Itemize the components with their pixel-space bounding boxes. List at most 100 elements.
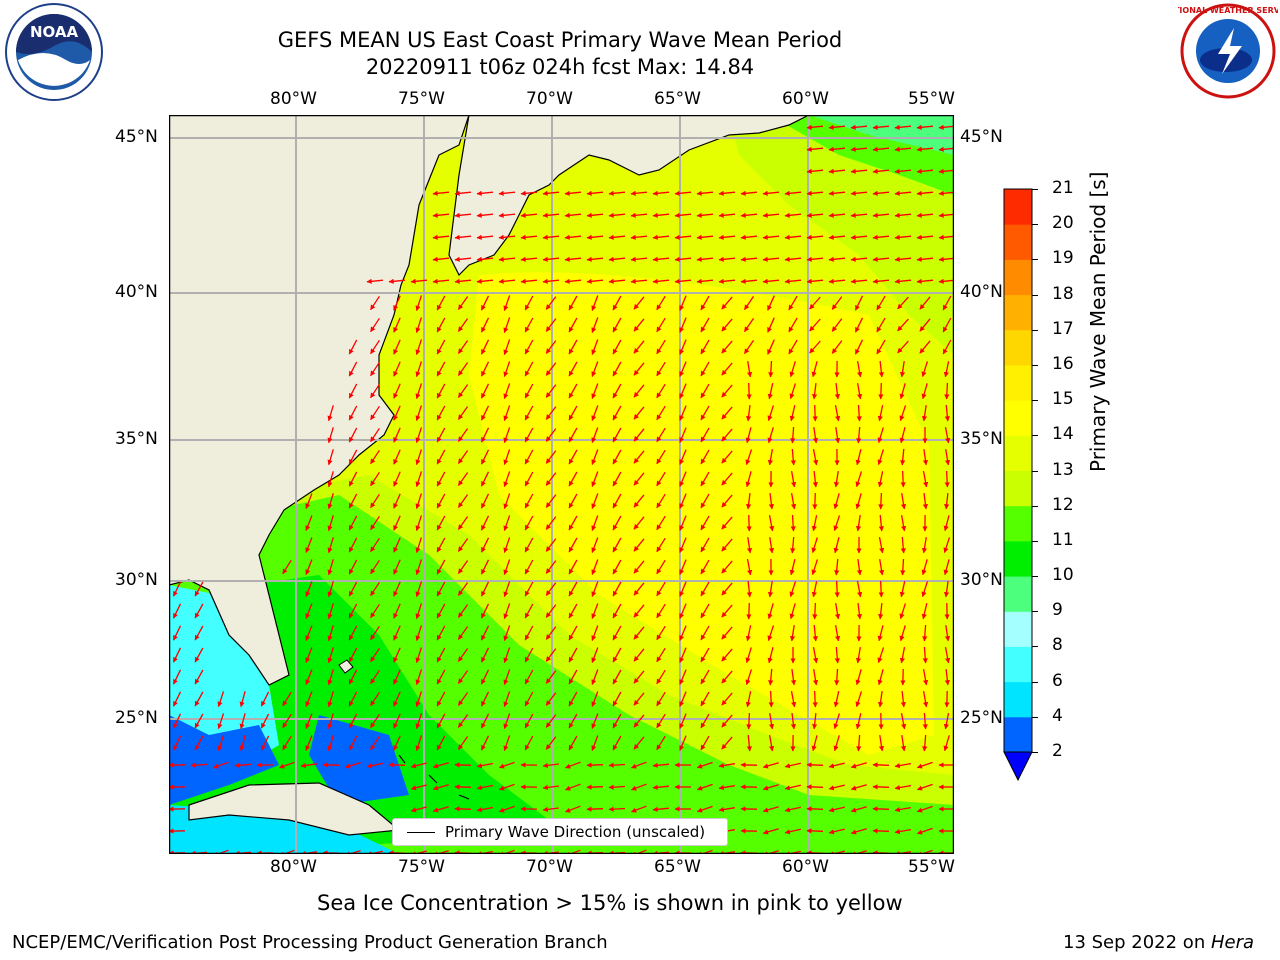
wave-direction-arrow — [608, 190, 626, 196]
wave-direction-arrow — [457, 428, 469, 442]
wave-direction-arrow — [542, 190, 560, 196]
wave-direction-arrow — [938, 212, 954, 218]
colorbar-band — [1004, 400, 1032, 436]
wave-direction-arrow — [586, 806, 604, 812]
wave-direction-arrow — [633, 560, 645, 574]
wave-direction-arrow — [476, 234, 494, 240]
wave-direction-arrow — [608, 234, 626, 240]
wave-direction-arrow — [370, 471, 380, 487]
wave-direction-arrow — [480, 515, 490, 531]
wave-direction-arrow — [696, 805, 713, 813]
wave-direction-arrow — [545, 428, 557, 442]
wave-direction-arrow — [700, 603, 710, 619]
wave-direction-arrow — [305, 515, 313, 531]
wave-direction-arrow — [922, 624, 928, 642]
wave-direction-arrow — [856, 580, 863, 598]
lat-label-right: 25°N — [960, 708, 1003, 728]
wave-direction-arrow — [545, 692, 557, 706]
wave-direction-arrow — [897, 296, 909, 310]
wave-direction-arrow — [938, 124, 954, 130]
wave-direction-arrow — [656, 537, 666, 553]
wave-direction-arrow — [542, 234, 560, 240]
wave-direction-arrow — [811, 515, 818, 532]
wave-direction-arrow — [876, 339, 886, 355]
wave-direction-arrow — [568, 691, 578, 707]
wave-direction-arrow — [393, 603, 401, 619]
wave-direction-arrow — [305, 581, 313, 597]
wave-direction-arrow — [370, 317, 380, 333]
map-legend: Primary Wave Direction (unscaled) — [392, 818, 728, 846]
wave-direction-arrow — [457, 648, 469, 662]
wave-direction-arrow — [457, 516, 469, 530]
wave-direction-arrow — [612, 581, 622, 597]
wave-direction-arrow — [700, 581, 710, 597]
wave-direction-arrow — [393, 669, 401, 685]
colorbar-band — [1004, 540, 1032, 577]
colorbar-band — [1004, 470, 1032, 507]
wave-direction-arrow — [633, 494, 645, 508]
wave-direction-arrow — [878, 603, 884, 620]
wave-direction-arrow — [721, 736, 733, 750]
wave-direction-arrow — [415, 735, 423, 752]
wave-direction-arrow — [942, 339, 952, 355]
wave-direction-arrow — [721, 362, 733, 376]
wave-direction-arrow — [679, 647, 687, 663]
wave-direction-arrow — [746, 360, 753, 378]
wave-direction-arrow — [762, 278, 780, 284]
colorbar-tick-label: 14 — [1052, 424, 1074, 445]
wave-direction-arrow — [612, 691, 622, 707]
wave-direction-arrow — [498, 256, 516, 262]
wave-direction-arrow — [900, 735, 907, 752]
wave-direction-arrow — [300, 762, 317, 769]
wave-direction-arrow — [872, 190, 890, 196]
wave-direction-arrow — [850, 212, 868, 218]
wave-direction-arrow — [586, 784, 604, 790]
wave-direction-arrow — [721, 692, 733, 706]
wave-direction-arrow — [524, 515, 534, 531]
wave-direction-arrow — [633, 714, 645, 728]
wave-direction-arrow — [721, 714, 733, 728]
colorbar-tick-label: 21 — [1052, 178, 1074, 198]
wave-direction-arrow — [415, 471, 423, 488]
wave-direction-arrow — [568, 537, 578, 553]
wave-direction-arrow — [630, 234, 648, 240]
wave-direction-arrow — [850, 168, 868, 174]
wave-direction-arrow — [721, 670, 733, 684]
wave-direction-arrow — [831, 318, 843, 332]
wave-direction-arrow — [894, 828, 912, 835]
wave-direction-arrow — [767, 448, 774, 466]
wave-direction-arrow — [633, 472, 645, 486]
wave-direction-arrow — [633, 736, 645, 750]
wave-direction-arrow — [746, 602, 752, 620]
wave-direction-arrow — [415, 713, 423, 730]
wave-direction-arrow — [855, 493, 862, 510]
wave-direction-arrow — [524, 559, 534, 575]
wave-direction-arrow — [833, 713, 841, 730]
wave-direction-arrow — [498, 234, 516, 240]
wave-direction-arrow — [784, 234, 802, 240]
wave-direction-arrow — [806, 124, 824, 130]
wave-direction-arrow — [393, 405, 401, 421]
wave-direction-arrow — [436, 669, 446, 685]
wave-direction-arrow — [674, 212, 692, 218]
wave-direction-arrow — [476, 278, 494, 284]
wave-direction-arrow — [696, 190, 714, 196]
wave-direction-arrow — [718, 234, 736, 240]
wave-direction-arrow — [872, 256, 890, 262]
wave-direction-arrow — [633, 362, 645, 376]
wave-direction-arrow — [436, 383, 446, 399]
wave-direction-arrow — [436, 493, 446, 509]
wave-direction-arrow — [591, 471, 599, 487]
wave-direction-arrow — [696, 256, 714, 262]
wave-direction-arrow — [942, 295, 952, 311]
wave-direction-arrow — [812, 668, 819, 686]
wave-direction-arrow — [591, 581, 599, 597]
wave-direction-arrow — [916, 234, 934, 240]
wave-direction-arrow — [789, 361, 796, 378]
wave-direction-arrow — [194, 669, 204, 685]
wave-direction-arrow — [327, 515, 334, 532]
wave-direction-arrow — [591, 383, 599, 399]
colorbar-band — [1004, 576, 1032, 612]
wave-direction-arrow — [850, 234, 868, 240]
wave-direction-arrow — [812, 690, 818, 708]
